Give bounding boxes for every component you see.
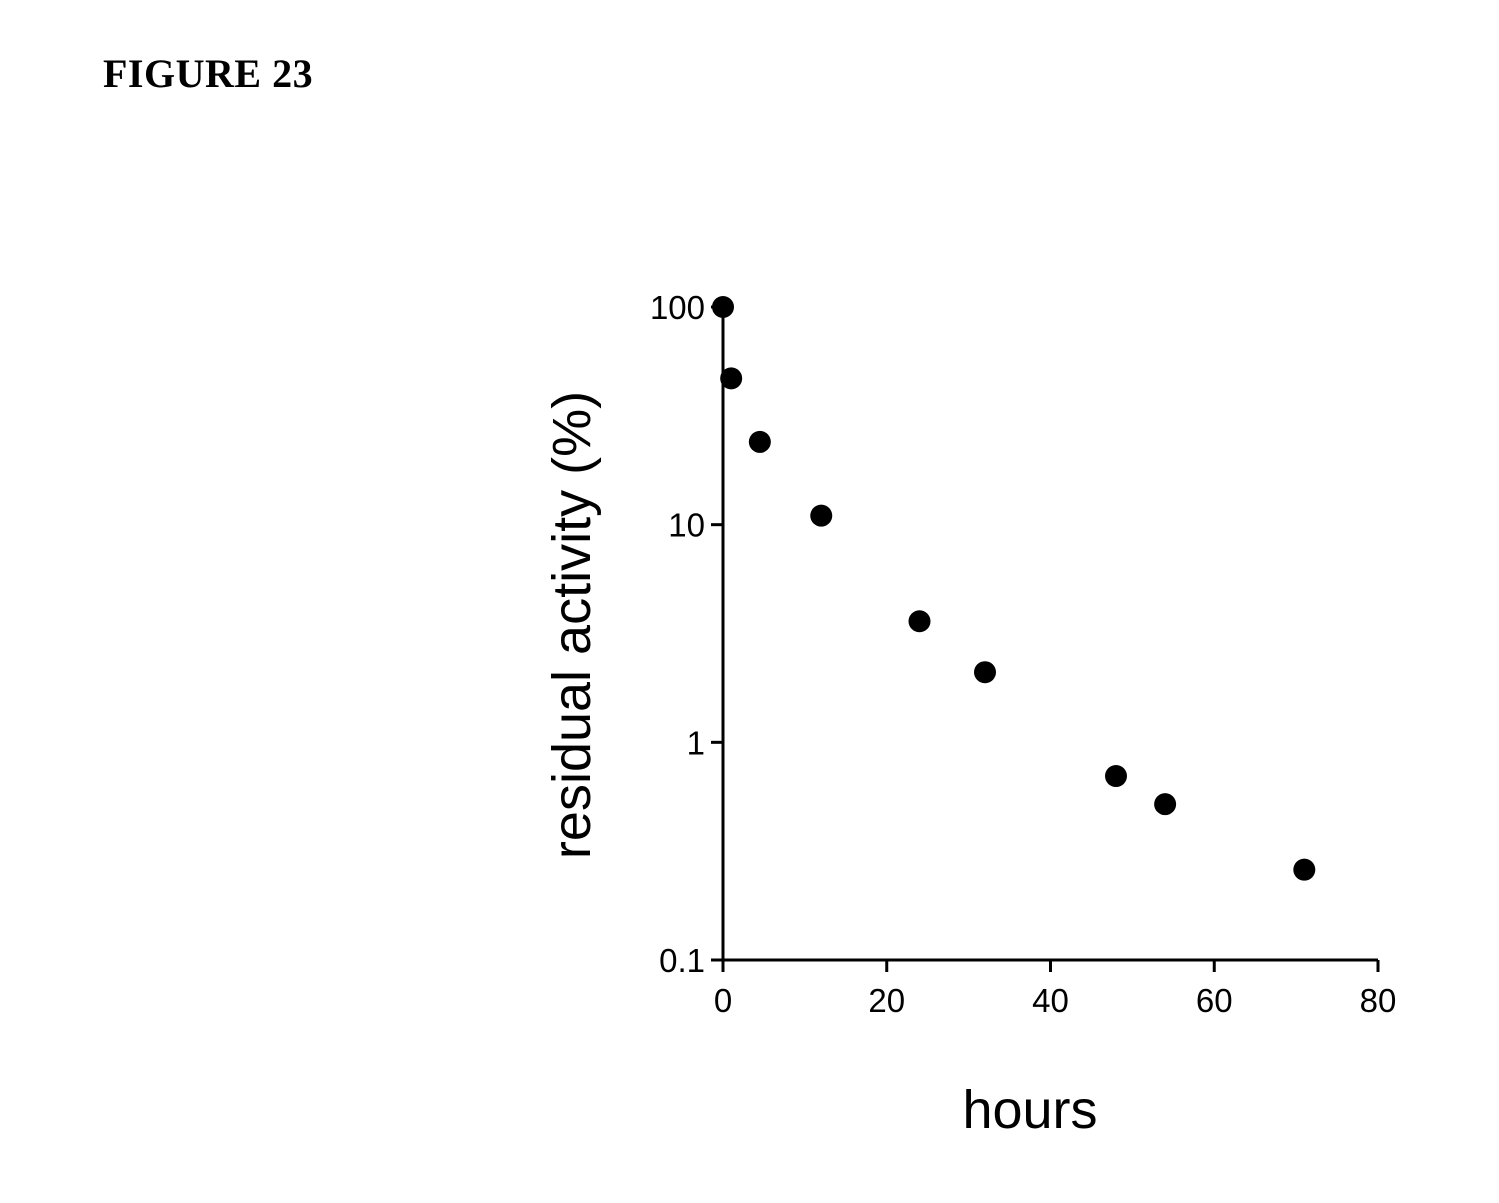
x-tick-label: 80 xyxy=(1360,982,1397,1019)
x-tick-label: 0 xyxy=(714,982,732,1019)
chart-points xyxy=(712,296,1315,881)
data-point xyxy=(720,367,742,389)
y-tick-label: 10 xyxy=(668,507,705,544)
chart-ticks: 0 20 40 60 80 0.1 1 10 100 xyxy=(650,289,1396,1019)
y-tick-label: 100 xyxy=(650,289,705,326)
data-point xyxy=(1154,793,1176,815)
x-tick-label: 20 xyxy=(868,982,905,1019)
y-axis-title: residual activity (%) xyxy=(542,391,602,859)
data-point xyxy=(909,610,931,632)
x-tick-label: 60 xyxy=(1196,982,1233,1019)
y-tick-label: 0.1 xyxy=(659,942,705,979)
data-point xyxy=(712,296,734,318)
y-tick-label: 1 xyxy=(687,724,705,761)
chart-axes xyxy=(723,303,1378,960)
data-point xyxy=(1105,765,1127,787)
data-point xyxy=(810,505,832,527)
data-point xyxy=(1293,859,1315,881)
x-tick-label: 40 xyxy=(1032,982,1069,1019)
data-point xyxy=(749,431,771,453)
data-point xyxy=(974,661,996,683)
x-axis-title: hours xyxy=(962,1080,1097,1140)
